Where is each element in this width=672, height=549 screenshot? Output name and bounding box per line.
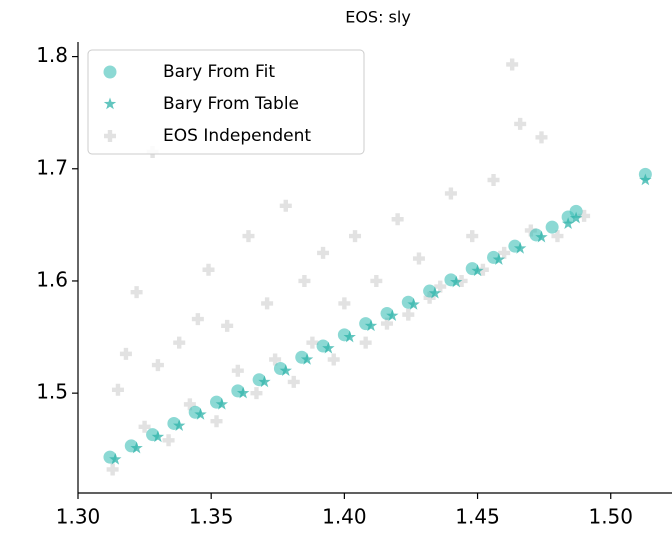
point [119,347,132,360]
x-tick-label: 1.45 [455,505,500,529]
y-tick-label: 1.5 [36,380,68,404]
point [202,263,215,276]
point [514,117,527,130]
point [130,286,143,299]
point [412,252,425,265]
point [322,341,335,354]
point [215,397,229,410]
point [359,336,372,349]
plot-area [103,58,652,476]
point [476,263,489,276]
point [407,298,420,310]
point [471,264,484,277]
point [106,463,119,476]
point [450,275,463,288]
chart-title: EOS: sly [345,8,411,27]
point [242,230,255,243]
point [444,187,457,200]
point [466,230,479,243]
point [250,387,263,400]
x-tick-label: 1.50 [588,505,633,529]
point [338,297,351,310]
point [300,353,314,365]
legend-label: EOS Independent [163,126,311,146]
x-tick-label: 1.30 [56,505,101,529]
point [191,313,204,326]
x-tick-label: 1.35 [189,505,234,529]
point [391,213,404,226]
point [173,419,186,431]
point [349,230,362,243]
point [306,336,319,349]
point [364,319,378,332]
point [535,131,548,144]
point [386,309,399,321]
point [639,173,652,186]
legend-label: Bary From Table [163,94,299,114]
y-tick-label: 1.7 [36,155,68,179]
point [104,130,117,142]
point [261,297,274,310]
point [298,274,311,287]
point [138,420,151,433]
point [151,359,164,372]
point [569,204,583,218]
point [498,246,511,259]
point [561,217,575,229]
point [492,253,506,265]
point [231,364,244,377]
point [103,65,117,79]
point [455,274,468,287]
point [258,375,271,388]
y-tick-label: 1.8 [36,43,68,67]
point [287,375,300,388]
point [210,415,223,428]
point [236,386,250,399]
point [111,383,124,396]
point [327,353,340,366]
point [434,280,447,293]
legend-label: Bary From Fit [163,62,275,82]
point [194,407,207,420]
point [173,336,186,349]
point [343,330,356,343]
legend-box [87,49,365,155]
point [183,398,196,411]
point [428,286,442,299]
point [535,230,548,243]
point [279,364,292,376]
point [162,434,175,447]
point [279,199,292,212]
point [402,308,415,321]
point [506,58,519,71]
point [151,430,165,443]
y-tick-label: 1.6 [36,267,68,291]
point [380,317,393,330]
point [130,441,143,454]
point [569,211,583,224]
point [109,452,122,465]
point [269,353,282,366]
point [487,173,500,186]
point [423,291,436,304]
point [317,246,330,259]
point [370,274,383,287]
point [513,241,527,254]
point [551,230,564,243]
point [545,220,559,234]
point [578,209,591,222]
point [103,97,117,110]
point [524,224,537,237]
x-tick-label: 1.40 [322,505,367,529]
point [221,319,234,332]
